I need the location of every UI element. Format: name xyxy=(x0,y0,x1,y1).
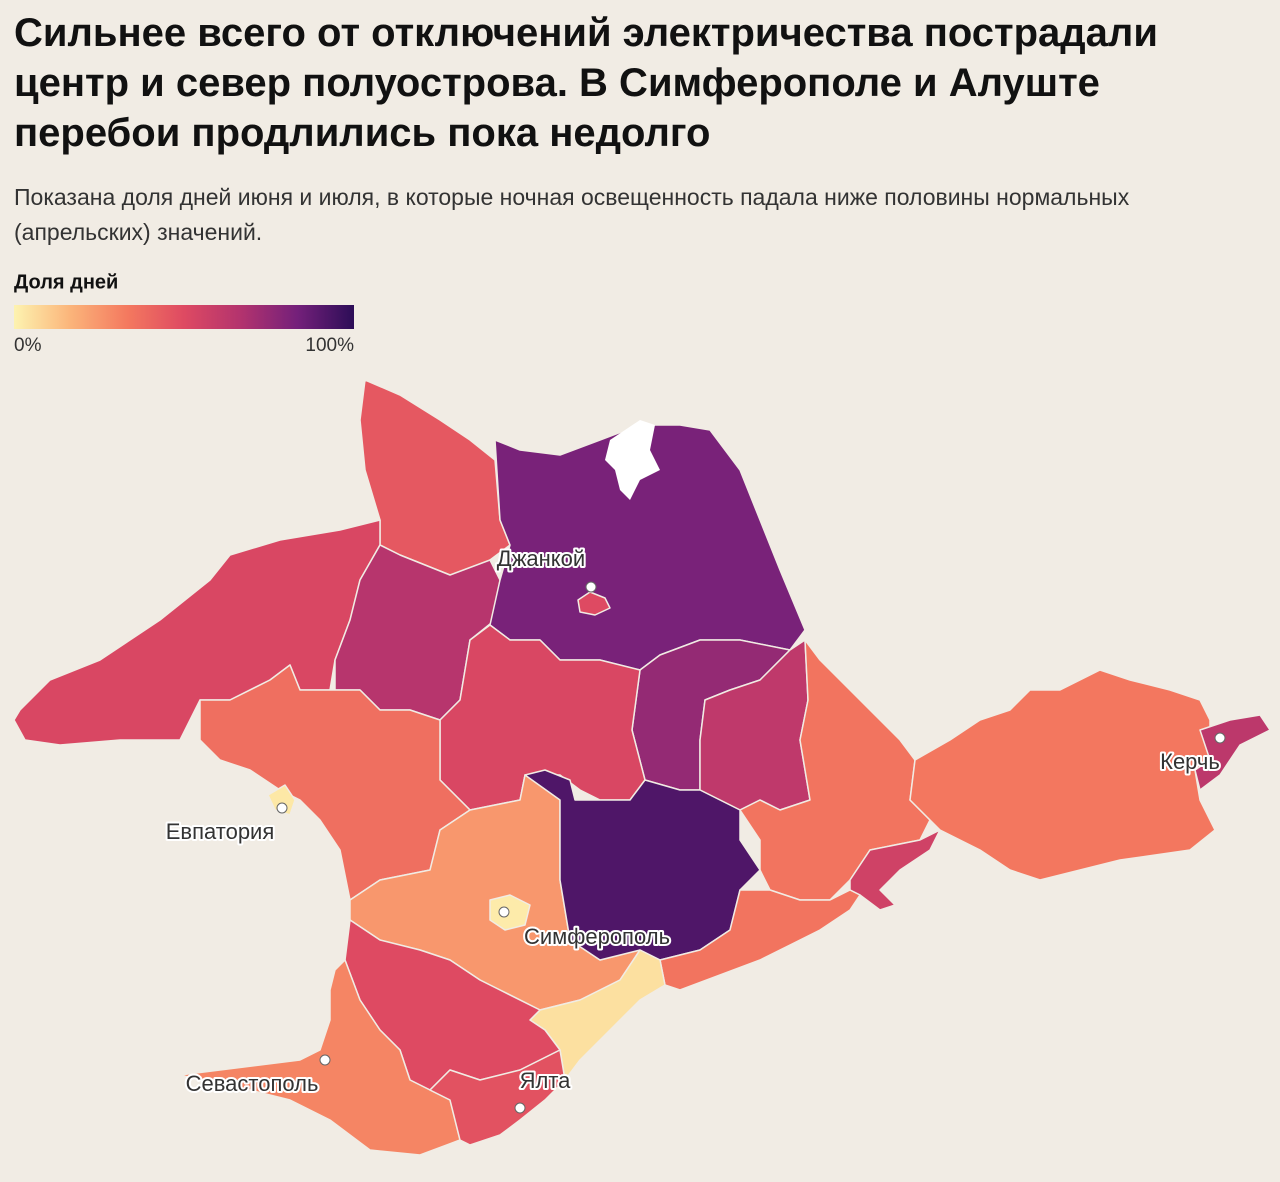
city-label: Керчь xyxy=(1160,749,1220,774)
region xyxy=(179,959,461,1156)
subtitle: Показана доля дней июня и июля, в которы… xyxy=(14,184,1130,245)
city-dot xyxy=(1214,732,1226,744)
region xyxy=(1194,714,1271,791)
city-dot xyxy=(319,1054,331,1066)
region xyxy=(429,1049,566,1146)
city-label: Джанкой xyxy=(497,546,585,571)
region xyxy=(909,669,1216,881)
city-label: Ялта xyxy=(520,1068,572,1093)
city-dot xyxy=(276,802,288,814)
title: Сильнее всего от отключений электричеств… xyxy=(14,11,1158,155)
city-dot xyxy=(514,1102,526,1114)
city-label: Евпатория xyxy=(166,819,275,844)
lake xyxy=(605,420,660,500)
city-label: Севастополь xyxy=(186,1071,319,1096)
city-dot xyxy=(585,581,597,593)
city-dot xyxy=(498,906,510,918)
region xyxy=(267,784,296,816)
city-label: Симферополь xyxy=(524,924,670,949)
legend-tick-label: 100% xyxy=(305,335,354,356)
legend-tick-label: 0% xyxy=(14,335,42,356)
legend-title: Доля дней xyxy=(14,271,118,293)
region xyxy=(659,889,861,991)
legend-bar xyxy=(14,305,354,329)
region xyxy=(524,769,761,961)
region xyxy=(489,894,531,931)
